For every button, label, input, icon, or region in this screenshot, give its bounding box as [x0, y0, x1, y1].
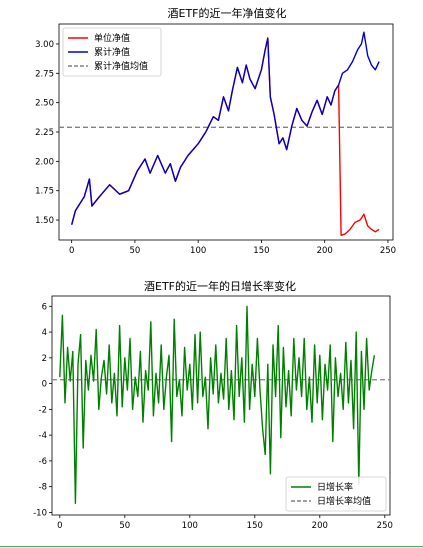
- nav-chart-x-axis: 0 50 100 150 200 250: [69, 240, 396, 256]
- y-tick-label: 1.50: [35, 216, 54, 226]
- x-tick-label: 50: [129, 246, 140, 256]
- y-tick-label: -8: [39, 483, 47, 493]
- x-tick-label: 0: [57, 521, 62, 531]
- nav-chart-title: 酒ETF的近一年净值变化: [168, 6, 287, 20]
- x-tick-label: 100: [182, 521, 198, 531]
- x-tick-label: 250: [377, 521, 393, 531]
- nav-chart-y-axis: 1.50 1.75 2.00 2.25 2.50 2.75 3.00: [35, 40, 59, 226]
- growth-chart-title: 酒ETF的近一年的日增长率变化: [144, 279, 296, 293]
- x-tick-label: 150: [247, 521, 263, 531]
- y-tick-label: -4: [39, 431, 47, 441]
- y-tick-label: 2: [42, 354, 47, 364]
- y-tick-label: 3.00: [35, 40, 54, 50]
- legend-label: 日增长率均值: [317, 495, 371, 507]
- legend-label: 单位净值: [94, 32, 130, 44]
- growth-chart-y-axis: -10 -8 -6 -4 -2 0 2 4 6: [33, 302, 52, 518]
- growth-chart-series: [52, 305, 390, 505]
- nav-chart-series: [59, 31, 393, 236]
- legend-box: [285, 476, 387, 512]
- y-tick-label: 0: [42, 380, 47, 390]
- y-tick-label: 2.75: [35, 69, 54, 79]
- x-tick-label: 200: [312, 521, 328, 531]
- bottom-divider: [0, 546, 423, 547]
- x-tick-label: 50: [119, 521, 130, 531]
- legend-box: [62, 27, 162, 77]
- x-tick-label: 0: [69, 246, 74, 256]
- x-tick-label: 100: [190, 246, 206, 256]
- y-tick-label: -6: [39, 457, 47, 467]
- legend-label: 日增长率: [317, 481, 353, 493]
- y-tick-label: -10: [33, 508, 47, 518]
- y-tick-label: 4: [42, 328, 47, 338]
- growth-chart: 酒ETF的近一年的日增长率变化 -10 -8 -6 -4 -2 0 2 4 6 0 50 100 15…: [33, 279, 393, 531]
- x-tick-label: 150: [253, 246, 269, 256]
- growth-chart-plot-area: [51, 295, 391, 516]
- y-tick-label: 2.25: [35, 128, 54, 138]
- legend-label: 累计净值均值: [94, 60, 148, 72]
- y-tick-label: 2.50: [35, 99, 54, 109]
- series-line-1: [71, 31, 380, 225]
- y-tick-label: 6: [42, 302, 47, 312]
- y-tick-label: 2.00: [35, 157, 54, 167]
- series-line-0: [59, 305, 376, 505]
- legend-label: 累计净值: [94, 46, 130, 58]
- y-tick-label: -2: [39, 405, 47, 415]
- y-tick-label: 1.75: [35, 187, 54, 197]
- x-tick-label: 250: [380, 246, 396, 256]
- growth-chart-x-axis: 0 50 100 150 200 250: [57, 515, 393, 531]
- x-tick-label: 200: [317, 246, 333, 256]
- nav-chart: 酒ETF的近一年净值变化 1.50 1.75 2.00 2.25 2.50 2.75 3.0…: [35, 6, 396, 256]
